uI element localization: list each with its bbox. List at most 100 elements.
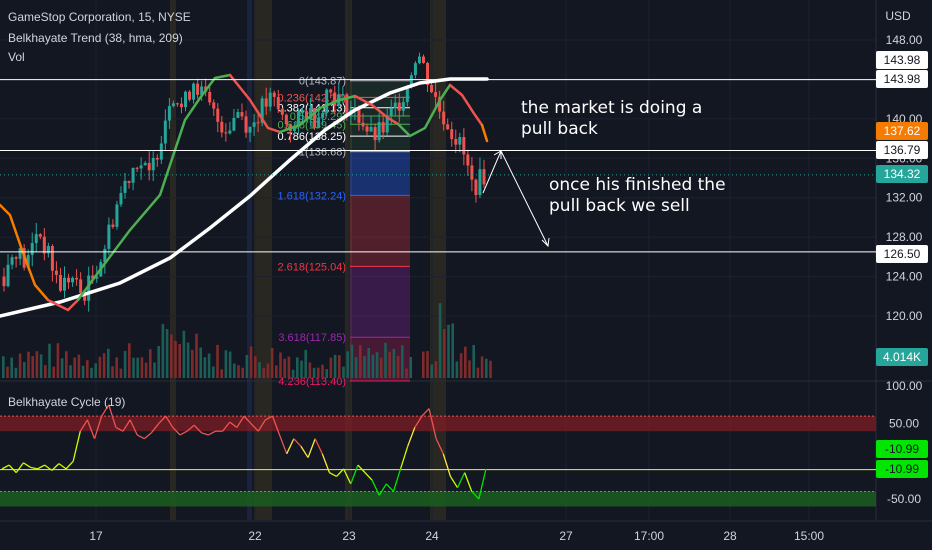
- candle-body: [127, 180, 131, 183]
- cycle-segment: [101, 404, 110, 417]
- candle-body: [296, 111, 300, 126]
- volume-bar: [207, 353, 211, 378]
- volume-bar: [367, 347, 370, 378]
- cycle-segment: [143, 432, 152, 440]
- candle-body: [111, 224, 115, 227]
- fib-level-label: 3.618(117.85): [278, 332, 346, 344]
- candle-body: [345, 94, 349, 117]
- volume-bar: [426, 351, 429, 378]
- price-badge: [876, 51, 928, 69]
- candle-body: [63, 277, 67, 291]
- time-tick-label: 17: [89, 529, 103, 543]
- volume-bar: [396, 355, 400, 378]
- currency-label: USD: [885, 9, 911, 23]
- time-axis[interactable]: 17 22 23 24 27 17:00 28 15:00: [0, 520, 932, 543]
- candle-body: [163, 120, 167, 144]
- candle-body: [188, 91, 192, 100]
- candle-body: [155, 157, 159, 160]
- cycle-segment: [343, 468, 352, 485]
- cycle-segment: [307, 438, 316, 458]
- indicator-legend: Belkhayate Trend (38, hma, 209): [8, 31, 183, 45]
- candle-body: [466, 154, 470, 166]
- price-tick-label: 128.00: [886, 230, 923, 244]
- volume-bar: [451, 323, 454, 378]
- price-badge: [876, 348, 928, 366]
- price-badge: [876, 122, 928, 140]
- candle-body: [2, 276, 6, 287]
- volume-bar: [354, 357, 358, 378]
- cycle-segment: [464, 472, 473, 492]
- annotation-pullback[interactable]: the market is doing a pull back: [521, 98, 702, 140]
- volume-bar: [422, 351, 425, 378]
- fib-level-label: 1.618(132.24): [278, 190, 347, 202]
- candle-body: [208, 91, 212, 103]
- candle-body: [236, 112, 240, 118]
- cycle-segment: [300, 445, 309, 458]
- volume-bar: [18, 353, 22, 378]
- volume-bar: [31, 356, 34, 378]
- candle-body: [139, 165, 143, 169]
- volume-bar: [468, 360, 471, 378]
- candle-body: [426, 62, 430, 86]
- fib-level-label: 2.618(125.04): [278, 261, 347, 273]
- volume-bar: [275, 365, 278, 378]
- horizontal-price-lines[interactable]: [0, 79, 876, 253]
- volume-bar: [249, 346, 253, 378]
- cycle-segment: [23, 462, 31, 468]
- volume-bar: [220, 369, 223, 378]
- trend-line-hma: [278, 94, 357, 134]
- candle-body: [397, 102, 401, 111]
- volume-bar: [455, 361, 459, 378]
- candle-body: [167, 106, 171, 121]
- volume-bar: [375, 352, 379, 378]
- volume-bar: [308, 362, 312, 378]
- volume-bar: [23, 362, 26, 378]
- volume-bar: [464, 346, 467, 378]
- candle-body: [377, 122, 381, 141]
- candle-body: [313, 108, 317, 128]
- candle-body: [454, 139, 458, 145]
- cycle-segment: [37, 464, 46, 470]
- cycle-segment: [136, 434, 145, 440]
- cycle-segment: [86, 419, 96, 439]
- fibonacci-retracement[interactable]: 0(143.87)0.236(142.18)0.382(141.13)0.5(1…: [278, 76, 411, 388]
- volume-bar: [329, 357, 333, 378]
- price-tick-label: 132.00: [886, 191, 923, 205]
- cycle-upper-band: [0, 416, 876, 432]
- price-axis[interactable]: 148.00144.00140.00136.00132.00128.00124.…: [876, 9, 928, 506]
- annotation-sell[interactable]: once his finished the pull back we sell: [549, 175, 726, 217]
- volume-bar: [69, 365, 72, 378]
- trend-line-hma: [480, 123, 489, 143]
- volume-bar: [182, 330, 186, 378]
- candle-body: [268, 92, 272, 107]
- fib-level-label: 0.236(142.18): [278, 92, 347, 104]
- volume-bar: [485, 358, 488, 378]
- volume-bar: [472, 344, 475, 378]
- volume-bar: [405, 368, 408, 378]
- time-tick-label: 15:00: [794, 529, 824, 543]
- arrow-head: [541, 237, 550, 248]
- candle-body: [54, 270, 58, 275]
- fib-level-label: 4.236(113.40): [278, 376, 346, 388]
- volume-bar: [254, 356, 257, 378]
- cycle-segment: [115, 426, 124, 432]
- cycle-badge: [876, 440, 928, 458]
- candle-body: [67, 277, 71, 283]
- volume-bar: [262, 368, 265, 378]
- belkhayate-trend-lines: [0, 73, 489, 318]
- volume-bar: [283, 358, 286, 378]
- candle-body: [175, 103, 179, 105]
- volume-bar: [14, 367, 18, 378]
- volume-bar: [199, 347, 202, 378]
- volume-bar: [333, 354, 337, 378]
- price-badge-label: 143.98: [884, 53, 921, 67]
- projection-arrows[interactable]: [482, 150, 550, 248]
- cycle-segment: [321, 453, 331, 473]
- volume-bar: [287, 356, 291, 378]
- trend-line-hma: [0, 203, 50, 302]
- candle-body: [292, 125, 296, 131]
- candle-body: [381, 122, 385, 133]
- volume-bar: [27, 351, 30, 378]
- volume-bar: [115, 357, 118, 378]
